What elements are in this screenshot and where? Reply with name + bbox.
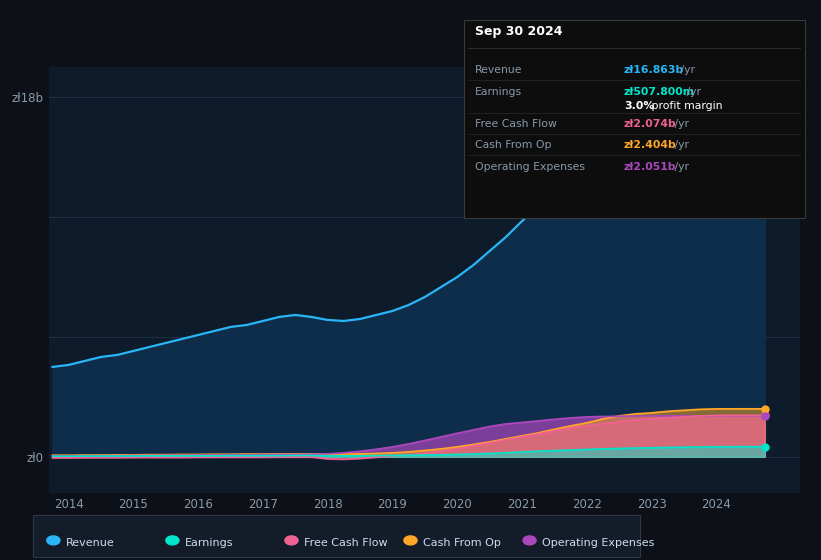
Text: /yr: /yr: [677, 66, 695, 76]
Text: zł507.800m: zł507.800m: [624, 87, 695, 97]
Text: Revenue: Revenue: [66, 538, 114, 548]
Text: zł2.051b: zł2.051b: [624, 162, 677, 172]
Text: zł2.404b: zł2.404b: [624, 141, 677, 151]
Text: profit margin: profit margin: [648, 101, 722, 111]
Text: /yr: /yr: [672, 162, 690, 172]
Text: Cash From Op: Cash From Op: [423, 538, 501, 548]
Text: Free Cash Flow: Free Cash Flow: [304, 538, 388, 548]
Text: zł2.074b: zł2.074b: [624, 119, 677, 129]
Text: zł16.863b: zł16.863b: [624, 66, 684, 76]
Text: Operating Expenses: Operating Expenses: [542, 538, 654, 548]
Text: Operating Expenses: Operating Expenses: [475, 162, 585, 172]
Text: 3.0%: 3.0%: [624, 101, 654, 111]
Text: Revenue: Revenue: [475, 66, 522, 76]
Text: Sep 30 2024: Sep 30 2024: [475, 25, 562, 38]
Text: Earnings: Earnings: [185, 538, 233, 548]
Text: /yr: /yr: [672, 119, 690, 129]
Text: Earnings: Earnings: [475, 87, 521, 97]
Text: /yr: /yr: [683, 87, 701, 97]
Text: Cash From Op: Cash From Op: [475, 141, 551, 151]
Text: Free Cash Flow: Free Cash Flow: [475, 119, 557, 129]
Text: /yr: /yr: [672, 141, 690, 151]
